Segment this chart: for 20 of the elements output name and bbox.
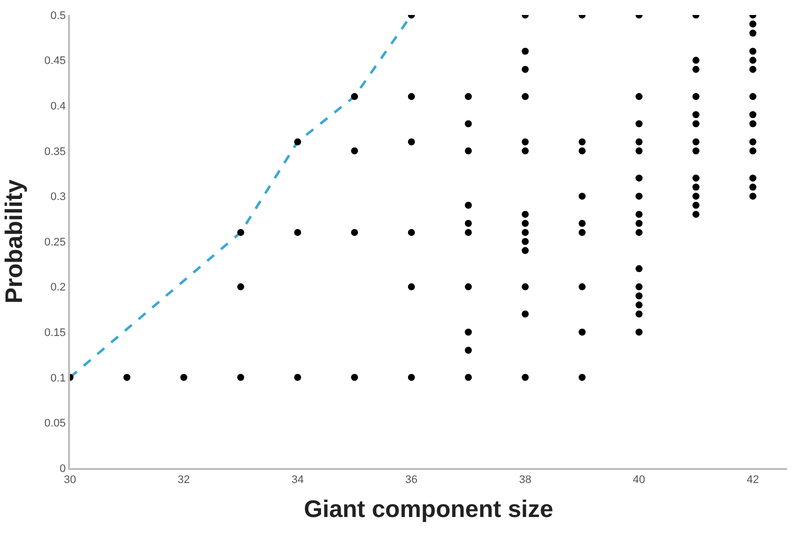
x-axis-title: Giant component size [304,496,554,523]
y-tick-label: 0.3 [50,191,66,204]
x-tick-label: 30 [64,474,76,486]
y-tick-label: 0.25 [44,236,66,248]
y-tick-label: 0.4 [50,100,66,112]
x-tick-label: 36 [405,474,418,486]
y-axis-title: Probability [0,178,28,304]
y-tick-label: 0.15 [44,326,66,339]
y-tick-label: 0.5 [50,10,66,22]
x-tick-label: 38 [519,474,532,486]
y-tick-label: 0.45 [44,55,66,68]
x-tick-label: 34 [291,474,304,486]
x-tick-label: 42 [746,474,759,486]
y-tick-label: 0.1 [50,372,66,384]
x-tick-label: 40 [632,474,646,486]
y-tick-label: 0.2 [50,282,66,294]
x-tick-label: 32 [178,474,190,486]
y-tick-label: 0 [60,462,66,475]
y-tick-label: 0.35 [44,146,66,158]
y-tick-label: 0.05 [44,418,66,430]
